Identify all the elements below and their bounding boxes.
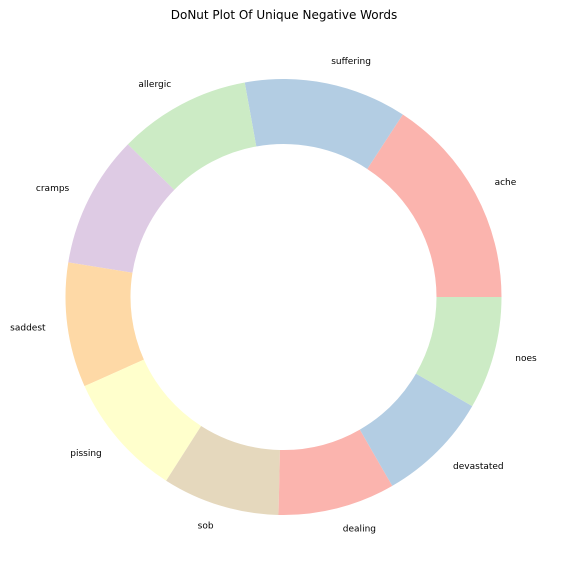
slice-label-cramps: cramps [36,184,70,194]
slice-label-dealing: dealing [343,525,376,535]
slice-labels: ache suffering allergic cramps saddest pissin… [10,57,537,535]
slice-allergic [127,82,257,190]
slice-label-saddest: saddest [10,323,46,333]
slice-label-ache: ache [495,178,517,188]
chart-title: DoNut Plot Of Unique Negative Words [170,8,398,22]
slice-ache [367,114,502,297]
slice-pissing [84,359,202,481]
slice-label-noes: noes [515,354,537,364]
slice-label-devastated: devastated [453,462,504,472]
slice-cramps [68,144,175,273]
slice-sob [166,425,280,515]
slice-noes [415,297,502,407]
slice-label-allergic: allergic [138,80,171,90]
donut-slices [65,79,502,515]
slice-label-suffering: suffering [331,57,371,67]
slice-saddest [65,262,144,387]
slice-suffering [244,79,403,169]
slice-dealing [278,429,393,515]
slice-devastated [359,373,473,486]
slice-label-pissing: pissing [70,449,102,459]
slice-label-sob: sob [198,522,214,532]
